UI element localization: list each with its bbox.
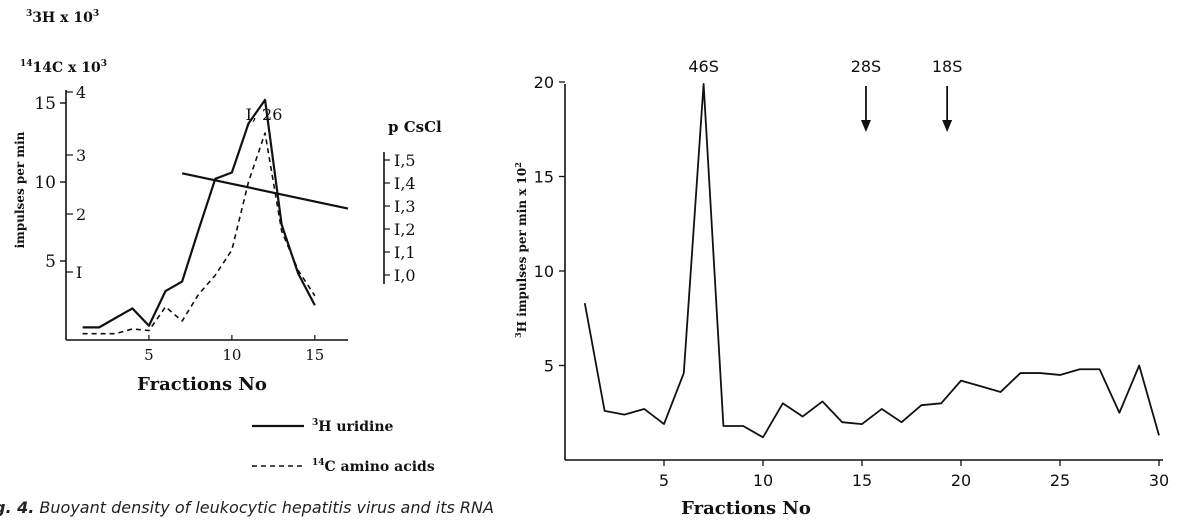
header-14c-text: 14C x 10 <box>33 60 101 76</box>
right-y-axis-superscript: 3 <box>513 332 523 338</box>
left-y1-tick-group: 15 10 5 <box>34 94 66 272</box>
right-series-group <box>583 82 1160 439</box>
left-series-group <box>82 98 349 335</box>
right-axis-tick-label: I,0 <box>394 266 416 285</box>
legend-14c-text: C amino acids <box>325 459 435 475</box>
header-3h-scale: 33H x 103 <box>26 9 99 26</box>
left-y1-tick-label: 5 <box>45 252 56 272</box>
header-3h-text: 3H x 10 <box>32 10 93 26</box>
right-x-tick-label: 25 <box>1050 471 1070 490</box>
left-x-tick-label: 10 <box>222 346 241 364</box>
right-y-tick-group: 5 10 15 20 <box>534 73 565 376</box>
annotation-label-28s: 28S <box>851 57 882 76</box>
header-14c-superscript: 14 <box>20 59 33 69</box>
right-y-tick-label: 5 <box>544 357 554 376</box>
right-x-tick-label: 15 <box>852 471 872 490</box>
right-y-tick-label: 10 <box>534 262 554 281</box>
right-x-tick-label: 20 <box>951 471 971 490</box>
peak-label: I, 26 <box>246 105 283 124</box>
left-y2-tick-label: 2 <box>76 205 86 224</box>
right-axis-tick-label: I,5 <box>394 151 416 170</box>
legend: 3H uridine 14C amino acids <box>252 418 435 475</box>
legend-label-14c-amino-acids: 14C amino acids <box>312 458 435 475</box>
annotation-arrow-head <box>860 120 871 132</box>
right-axis-tick-label: I,3 <box>394 197 416 216</box>
left-y2-tick-label: 4 <box>76 83 86 102</box>
caption-text: Buoyant density of leukocytic hepatitis … <box>39 498 494 517</box>
right-y-tick-label: 20 <box>534 73 554 92</box>
right-chart: 3H impulses per min x 102 5 10 15 20 5 10 15 2… <box>513 57 1169 519</box>
header-14c-exponent: 3 <box>101 59 107 69</box>
left-y1-tick-label: 15 <box>34 94 56 114</box>
left-y2-tick-group: 4 3 2 I <box>66 83 86 282</box>
right-y-tick-label: 15 <box>534 168 554 187</box>
series-line-sedimentation <box>583 82 1160 439</box>
right-x-tick-label: 5 <box>659 471 669 490</box>
left-x-tick-group: 5 10 15 <box>144 335 324 364</box>
right-annotation-group: 46S 28S 18S <box>688 57 962 132</box>
header-3h-exponent: 3 <box>93 9 99 19</box>
series-line-density <box>181 172 349 210</box>
annotation-label-46s: 46S <box>688 57 719 76</box>
left-y-axis-title: impulses per min <box>13 131 27 248</box>
left-y2-tick-label: 3 <box>76 146 86 165</box>
right-x-axis-title: Fractions No <box>681 498 811 519</box>
annotation-label-18s: 18S <box>932 57 963 76</box>
right-y-axis-text: H impulses per min x 10 <box>515 168 529 332</box>
header-14c-scale: 1414C x 103 <box>20 59 107 76</box>
right-axis-tick-label: I,4 <box>394 174 416 193</box>
series-line-3h-uridine <box>82 98 316 329</box>
right-axis-tick-group: I,5 I,4 I,3 I,2 I,1 I,0 <box>384 151 416 285</box>
left-y2-tick-label: I <box>76 263 82 282</box>
right-y-axis-exponent: 2 <box>513 162 523 168</box>
series-line-14c-amino-acids <box>82 132 316 335</box>
legend-3h-superscript: 3 <box>312 418 318 428</box>
caption-label: g. 4. <box>0 498 35 517</box>
left-x-axis-title: Fractions No <box>137 374 267 395</box>
left-chart: 33H x 103 1414C x 103 impulses per min 1… <box>13 9 442 395</box>
legend-3h-text: H uridine <box>318 419 393 435</box>
right-x-tick-label: 30 <box>1149 471 1169 490</box>
right-x-tick-group: 5 10 15 20 25 30 <box>659 460 1169 490</box>
right-y-axis-title: 3H impulses per min x 102 <box>513 162 529 338</box>
left-y1-tick-label: 10 <box>34 173 56 193</box>
right-axis-title: p CsCl <box>388 118 442 136</box>
right-x-tick-label: 10 <box>753 471 773 490</box>
legend-label-3h-uridine: 3H uridine <box>312 418 394 435</box>
left-x-tick-label: 15 <box>305 346 324 364</box>
right-axis-tick-label: I,1 <box>394 243 416 262</box>
right-axis-tick-label: I,2 <box>394 220 416 239</box>
figure-caption: g. 4. Buoyant density of leukocytic hepa… <box>0 498 554 517</box>
left-x-tick-label: 5 <box>144 346 154 364</box>
legend-14c-superscript: 14 <box>312 458 325 468</box>
header-3h-superscript: 3 <box>26 9 32 19</box>
annotation-arrow-head <box>942 120 953 132</box>
